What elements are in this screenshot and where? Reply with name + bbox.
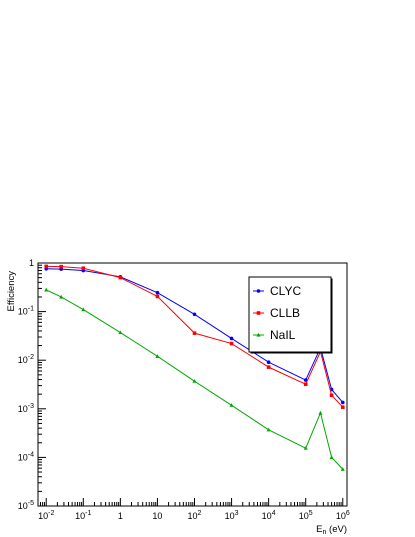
series-line-nail [46, 289, 344, 470]
data-point-nail [329, 455, 334, 459]
data-point-cllb [44, 264, 49, 269]
legend-label-nail: NaIL [270, 328, 296, 342]
data-point-nail [318, 410, 323, 415]
y-tick-label: 10-1 [18, 306, 34, 317]
data-point-cllb [192, 331, 197, 335]
data-point-clyc [303, 378, 308, 382]
legend-marker-cllb [256, 311, 261, 315]
data-point-clyc [340, 400, 345, 405]
data-point-nail [192, 378, 197, 383]
data-point-clyc [229, 336, 234, 341]
series-nail [44, 287, 345, 471]
data-point-nail [303, 445, 308, 450]
x-axis-label: En (eV) [316, 524, 347, 536]
data-point-nail [81, 307, 86, 312]
data-point-cllb [118, 275, 123, 280]
data-point-cllb [81, 266, 86, 271]
data-point-nail [118, 330, 123, 335]
legend: CLYC CLLB NaIL [248, 276, 333, 354]
x-tick-label: 104 [262, 510, 276, 521]
data-point-nail [59, 294, 64, 299]
axes: 10-2 10-1 1 10 102 103 104 105 106 10-5 10-4 10-3 10… [18, 258, 350, 521]
x-axis-label-base: E [316, 524, 322, 535]
legend-box [248, 276, 332, 353]
data-point-nail [266, 427, 271, 432]
x-tick-label: 106 [336, 510, 350, 521]
legend-entry-nail: NaIL [253, 328, 296, 342]
legend-label-clyc: CLYC [270, 284, 301, 298]
data-point-cllb [329, 393, 334, 398]
data-point-cllb [266, 365, 271, 369]
legend-marker-nail [256, 332, 261, 337]
y-tick-label: 1 [29, 258, 34, 268]
y-axis-label: Efficiency [6, 271, 17, 312]
data-point-cllb [155, 294, 160, 299]
y-tick-label: 10-2 [18, 354, 34, 365]
x-tick-label: 1 [118, 511, 123, 521]
x-axis-label-unit: (eV) [326, 524, 347, 535]
legend-entry-cllb: CLLB [253, 306, 300, 320]
legend-marker-clyc [256, 289, 261, 293]
legend-entry-clyc: CLYC [253, 284, 301, 298]
x-axis-label-sub: n [323, 529, 327, 536]
series-line-clyc [46, 268, 344, 403]
data-point-cllb [229, 341, 234, 346]
data-point-clyc [155, 290, 160, 295]
data-point-clyc [192, 312, 197, 317]
data-point-nail [44, 287, 49, 292]
x-tick-label: 103 [225, 510, 239, 521]
data-point-cllb [340, 405, 345, 409]
data-point-nail [229, 403, 234, 407]
x-tick-label: 10-2 [38, 510, 54, 521]
plot-area [44, 264, 345, 471]
data-point-clyc [266, 360, 271, 364]
data-point-nail [340, 467, 345, 471]
series-line-cllb [46, 265, 344, 408]
data-point-cllb [303, 382, 308, 387]
legend-label-cllb: CLLB [270, 306, 300, 320]
y-tick-label: 10-5 [18, 500, 34, 511]
data-point-cllb [59, 264, 63, 269]
y-tick-label: 10-3 [18, 403, 34, 414]
x-tick-label: 10-1 [75, 510, 91, 521]
x-tick-label: 102 [188, 510, 202, 521]
data-point-nail [155, 354, 160, 358]
x-tick-label: 105 [299, 510, 313, 521]
y-tick-label: 10-4 [18, 451, 34, 462]
x-tick-label: 10 [152, 511, 162, 521]
